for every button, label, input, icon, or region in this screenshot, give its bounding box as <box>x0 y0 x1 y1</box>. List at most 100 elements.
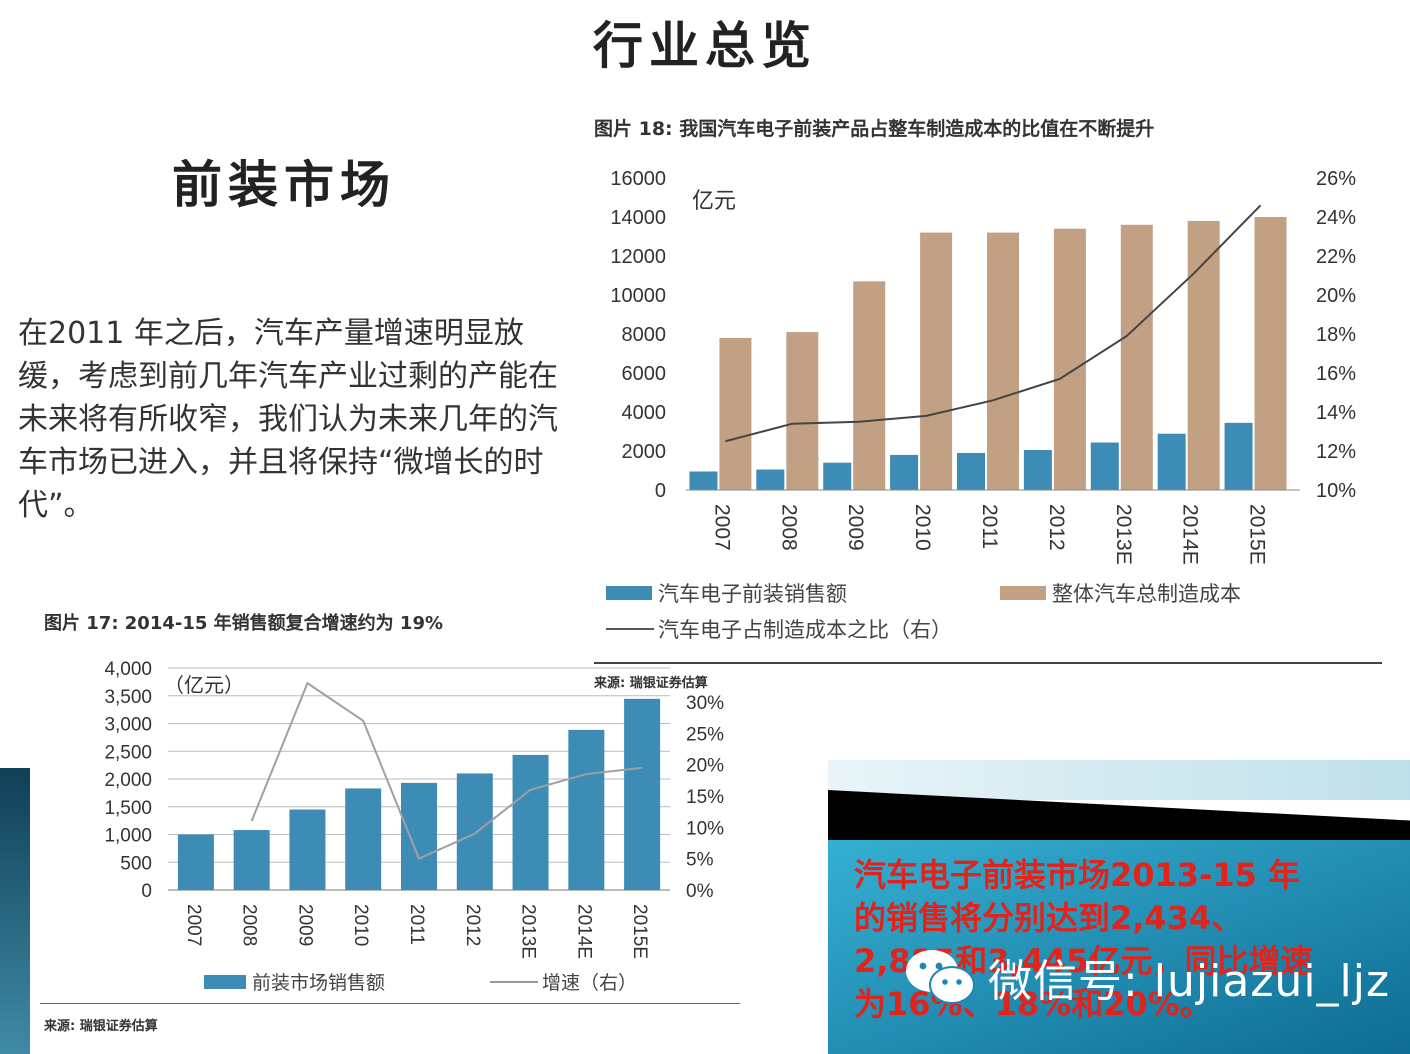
bar-sales <box>756 469 785 490</box>
bar-market-sales <box>289 809 326 890</box>
bar-market-sales <box>401 782 437 890</box>
y-tick-label: 4000 <box>622 402 667 424</box>
bar-market-sales <box>568 729 605 890</box>
legend-label-market-sales: 前装市场销售额 <box>252 972 386 994</box>
x-tick-label: 2015E <box>1246 504 1269 565</box>
bar-market-sales <box>233 830 270 890</box>
y2-tick-label: 24% <box>1316 207 1356 229</box>
y2-tick-label: 5% <box>686 850 714 871</box>
y2-tick-label: 12% <box>1316 441 1356 463</box>
y2-tick-label: 18% <box>1316 324 1356 346</box>
unit-label: （亿元） <box>164 674 244 697</box>
legend-swatch-blue <box>606 586 652 600</box>
y2-tick-label: 15% <box>686 787 724 808</box>
ratio-line <box>725 204 1262 443</box>
legend-item-cost: 整体汽车总制造成本 <box>1000 578 1241 608</box>
y-tick-label: 0 <box>655 480 666 502</box>
bar-sales <box>890 454 919 490</box>
legend-item-sales: 汽车电子前装销售额 <box>606 578 847 608</box>
bar-cost <box>786 332 819 490</box>
chart18-source: 来源: 瑞银证券估算 <box>594 676 708 691</box>
y-tick-label: 14000 <box>610 207 666 229</box>
y-tick-label: 4,000 <box>104 659 152 680</box>
bar-market-sales <box>512 754 549 890</box>
chart17: 0 500 1,000 1,500 2,000 2,500 3,000 3,500 4,000 0… <box>104 659 724 959</box>
y2-tick-label: 0% <box>686 881 714 902</box>
bar-sales <box>1157 433 1186 490</box>
bar-market-sales <box>177 834 214 890</box>
panel-summary-text: 汽车电子前装市场2013-15 年的销售将分别达到2,434、2,885和3,4… <box>854 856 1313 1023</box>
bar-sales <box>1224 422 1253 490</box>
y-tick-label: 16000 <box>610 168 666 190</box>
bar-market-sales <box>624 698 661 890</box>
y-tick-label: 10000 <box>610 285 666 307</box>
y-tick-label: 2,000 <box>104 770 152 791</box>
x-tick-label: 2011 <box>978 504 1001 549</box>
watermark: 微信号: lujiazui_ljz <box>904 945 1390 1009</box>
x-tick-label: 2008 <box>239 904 260 946</box>
y-tick-label: 1,000 <box>104 826 152 847</box>
bar-market-sales <box>456 773 493 890</box>
bar-sales <box>957 452 985 490</box>
x-tick-label: 2014E <box>1179 504 1202 565</box>
x-tick-label: 2007 <box>183 904 204 946</box>
summary-panel: 汽车电子前装市场2013-15 年的销售将分别达到2,434、2,885和3,4… <box>828 760 1410 1054</box>
legend-swatch-tan <box>1000 586 1046 600</box>
x-tick-label: 2013E <box>518 904 539 959</box>
x-tick-label: 2012 <box>1045 504 1068 551</box>
y-tick-label: 1,500 <box>104 798 152 819</box>
unit-label: 亿元 <box>692 188 736 213</box>
y-tick-label: 12000 <box>610 246 666 268</box>
legend-label-growth: 增速（右） <box>542 972 638 994</box>
y2-tick-label: 30% <box>686 693 724 714</box>
y2-tick-label: 10% <box>1316 480 1356 502</box>
chart18-divider <box>594 662 1382 664</box>
legend-label-cost: 整体汽车总制造成本 <box>1052 582 1241 606</box>
legend-line <box>490 980 538 983</box>
chart17-legend: 前装市场销售额 增速（右） <box>204 968 684 998</box>
bar-cost <box>1120 224 1153 491</box>
growth-line <box>250 681 643 861</box>
legend-line <box>606 628 654 630</box>
y2-tick-label: 16% <box>1316 363 1356 385</box>
x-tick-label: 2013E <box>1112 504 1135 565</box>
y2-tick-label: 25% <box>686 724 724 745</box>
y2-tick-label: 10% <box>686 818 724 839</box>
x-tick-label: 2014E <box>573 904 594 959</box>
bar-cost <box>1254 217 1287 490</box>
bar-sales <box>1023 450 1052 490</box>
section-title: 前装市场 <box>172 156 396 214</box>
x-tick-label: 2010 <box>350 904 371 946</box>
panel-top-band <box>828 760 1410 800</box>
bar-cost <box>987 232 1019 490</box>
y2-tick-label: 26% <box>1316 168 1356 190</box>
legend-item-ratio: 汽车电子占制造成本之比（右） <box>606 614 952 644</box>
y2-tick-label: 22% <box>1316 246 1356 268</box>
watermark-text: 微信号: lujiazui_ljz <box>988 956 1391 1007</box>
legend-label-sales: 汽车电子前装销售额 <box>658 582 847 606</box>
x-tick-label: 2007 <box>710 504 733 551</box>
x-tick-label: 2009 <box>294 904 315 946</box>
bar-cost <box>1053 228 1086 490</box>
bar-cost <box>920 232 953 490</box>
wechat-icon <box>906 950 975 1004</box>
legend-label-ratio: 汽车电子占制造成本之比（右） <box>658 618 952 642</box>
bar-sales <box>823 462 852 490</box>
y2-tick-label: 20% <box>686 756 724 777</box>
y-tick-label: 500 <box>120 853 152 874</box>
x-tick-label: 2010 <box>911 504 934 551</box>
body-paragraph: 在2011 年之后，汽车产量增速明显放缓，考虑到前几年汽车产业过剩的产能在未来将… <box>18 316 558 523</box>
legend-item-market-sales: 前装市场销售额 <box>204 968 385 995</box>
y-tick-label: 2,500 <box>104 742 152 763</box>
y-tick-label: 3,000 <box>104 715 152 736</box>
legend-swatch-blue <box>204 974 246 989</box>
bar-cost <box>853 281 886 490</box>
x-tick-label: 2009 <box>844 504 867 551</box>
chart18-legend: 汽车电子前装销售额 整体汽车总制造成本 汽车电子占制造成本之比（右） <box>606 574 1366 644</box>
chart17-divider <box>40 1003 740 1004</box>
y-tick-label: 6000 <box>622 363 667 385</box>
y-tick-label: 2000 <box>622 441 667 463</box>
x-tick-label: 2012 <box>462 904 483 946</box>
x-tick-label: 2008 <box>777 504 800 551</box>
y-tick-label: 3,500 <box>104 687 152 708</box>
